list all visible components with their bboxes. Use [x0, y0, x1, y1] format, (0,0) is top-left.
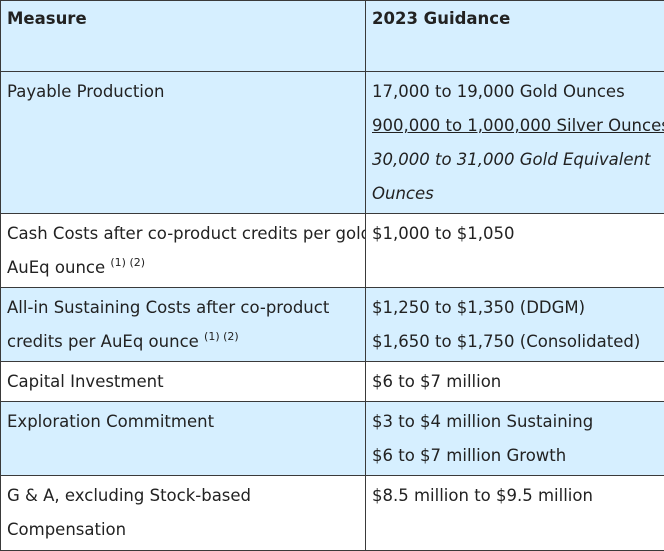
- measure-label: Payable Production: [7, 75, 360, 109]
- guidance-value-link[interactable]: 900,000 to 1,000,000 Silver Ounces: [372, 116, 664, 135]
- table-row: Payable Production 17,000 to 19,000 Gold…: [1, 72, 664, 214]
- guidance-value: 17,000 to 19,000 Gold Ounces: [372, 75, 659, 109]
- footnote-marker: (1) (2): [110, 256, 145, 269]
- column-header-guidance: 2023 Guidance: [366, 1, 664, 72]
- guidance-value: 30,000 to 31,000 Gold Equivalent: [372, 143, 659, 177]
- measure-label: credits per AuEq ounce: [7, 332, 199, 351]
- measure-cell: All-in Sustaining Costs after co-product…: [1, 288, 366, 362]
- guidance-value: $3 to $4 million Sustaining: [372, 405, 659, 439]
- measure-label: G & A, excluding Stock-based: [7, 479, 360, 513]
- measure-label: All-in Sustaining Costs after co-product: [7, 291, 360, 325]
- measure-cell: G & A, excluding Stock-based Compensatio…: [1, 476, 366, 551]
- table-row: All-in Sustaining Costs after co-product…: [1, 288, 664, 362]
- table-row: G & A, excluding Stock-based Compensatio…: [1, 476, 664, 551]
- table-row: Exploration Commitment $3 to $4 million …: [1, 402, 664, 476]
- guidance-value: $6 to $7 million Growth: [372, 439, 659, 473]
- guidance-value: $6 to $7 million: [372, 365, 659, 399]
- measure-label: Exploration Commitment: [7, 405, 360, 439]
- measure-cell: Exploration Commitment: [1, 402, 366, 476]
- guidance-value: $1,000 to $1,050: [372, 217, 659, 251]
- measure-label: Compensation: [7, 513, 360, 547]
- measure-label: Capital Investment: [7, 365, 360, 399]
- table-row: Cash Costs after co-product credits per …: [1, 214, 664, 288]
- guidance-value: Ounces: [372, 177, 659, 211]
- guidance-value: $1,650 to $1,750 (Consolidated): [372, 325, 659, 359]
- measure-label: Cash Costs after co-product credits per …: [7, 217, 360, 251]
- guidance-cell: $1,000 to $1,050: [366, 214, 664, 288]
- measure-cell: Payable Production: [1, 72, 366, 214]
- guidance-cell: $6 to $7 million: [366, 362, 664, 402]
- guidance-cell: $1,250 to $1,350 (DDGM) $1,650 to $1,750…: [366, 288, 664, 362]
- guidance-cell: $3 to $4 million Sustaining $6 to $7 mil…: [366, 402, 664, 476]
- column-header-measure: Measure: [1, 1, 366, 72]
- guidance-cell: 17,000 to 19,000 Gold Ounces 900,000 to …: [366, 72, 664, 214]
- measure-label: AuEq ounce: [7, 258, 105, 277]
- measure-cell: Cash Costs after co-product credits per …: [1, 214, 366, 288]
- guidance-value: $1,250 to $1,350 (DDGM): [372, 291, 659, 325]
- table-header-row: Measure 2023 Guidance: [1, 1, 664, 72]
- measure-cell: Capital Investment: [1, 362, 366, 402]
- footnote-marker: (1) (2): [204, 330, 239, 343]
- guidance-value: $8.5 million to $9.5 million: [372, 479, 659, 513]
- table-row: Capital Investment $6 to $7 million: [1, 362, 664, 402]
- guidance-cell: $8.5 million to $9.5 million: [366, 476, 664, 551]
